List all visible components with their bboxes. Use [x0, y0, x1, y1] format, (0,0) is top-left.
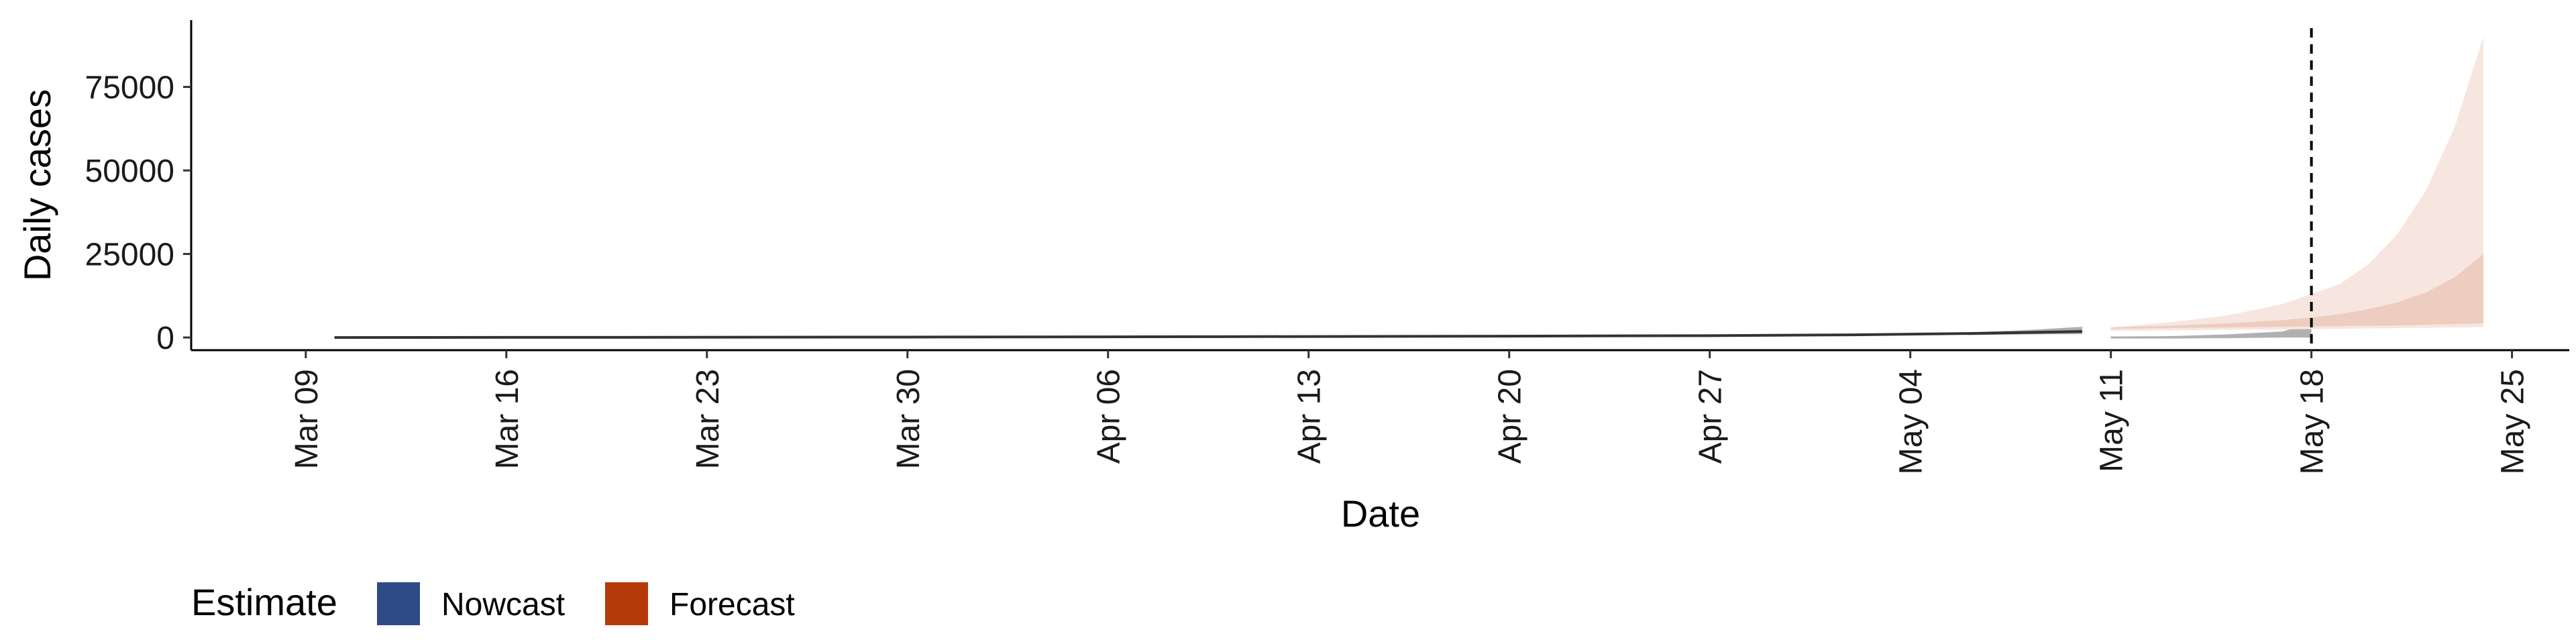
x-tick-label: May 04: [1894, 369, 1929, 474]
x-tick-label: Mar 23: [690, 369, 726, 469]
x-tick-label: Apr 06: [1091, 369, 1127, 464]
x-tick-label: Mar 09: [289, 369, 325, 469]
x-ticks: Mar 09 Mar 16 Mar 23 Mar 30 Apr 06 Apr 13 Apr …: [289, 350, 2531, 474]
legend-title: Estimate: [191, 581, 337, 623]
x-tick-label: Mar 30: [891, 369, 926, 469]
y-tick-label: 25000: [85, 237, 174, 273]
x-tick-label: Apr 20: [1493, 369, 1528, 464]
x-tick-label: Mar 16: [490, 369, 525, 469]
x-tick-label: Apr 27: [1693, 369, 1729, 464]
legend-swatch-forecast: [605, 582, 648, 625]
legend-label-nowcast: Nowcast: [441, 587, 565, 623]
x-tick-label: Apr 13: [1292, 369, 1328, 464]
x-tick-label: May 25: [2496, 369, 2531, 474]
nowcast-band-2: [2110, 322, 2312, 339]
x-axis-title: Date: [1341, 492, 1420, 535]
y-tick-label: 0: [156, 321, 174, 356]
forecast-band-inner-4: [2110, 254, 2483, 329]
x-tick-label: May 11: [2094, 369, 2130, 472]
y-ticks: 0 25000 50000 75000: [85, 70, 191, 356]
legend-label-forecast: Forecast: [669, 587, 795, 623]
estimate-line-0: [334, 330, 2082, 339]
y-tick-label: 50000: [85, 154, 174, 189]
y-tick-label: 75000: [85, 70, 174, 106]
y-axis-title: Daily cases: [16, 89, 58, 281]
legend-swatch-nowcast: [377, 582, 420, 625]
legend: Estimate Nowcast Forecast: [191, 581, 795, 625]
lines-layer: [334, 330, 2082, 339]
bands-layer: [1968, 36, 2483, 339]
x-tick-label: May 18: [2295, 369, 2330, 474]
forecast-band-outer-3: [2110, 36, 2483, 331]
